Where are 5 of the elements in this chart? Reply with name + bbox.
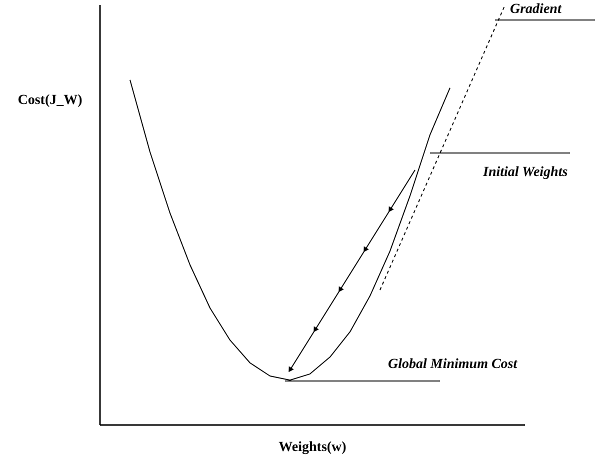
- text: Initial Weights: [482, 165, 568, 180]
- y-axis-title: Cost(J_W): [18, 93, 83, 108]
- annotation: Global Minimum Cost: [388, 357, 518, 372]
- x-axis-title: Weights(w): [278, 440, 347, 455]
- text: Gradient: [510, 2, 562, 17]
